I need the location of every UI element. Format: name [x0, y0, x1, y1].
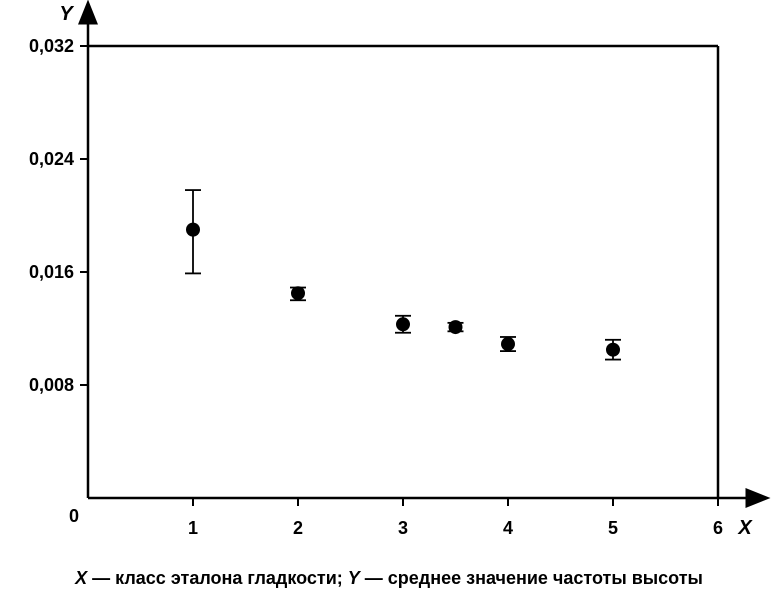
- x-tick-label: 3: [398, 518, 408, 538]
- point-marker: [501, 337, 515, 352]
- data-points: [185, 189, 621, 361]
- data-point: [185, 189, 201, 275]
- x-tick-label: 4: [503, 518, 513, 538]
- point-marker: [606, 342, 620, 357]
- x-tick-label: 2: [293, 518, 303, 538]
- data-point: [395, 314, 411, 334]
- axes: XY: [59, 0, 771, 539]
- data-point: [605, 338, 621, 361]
- data-point: [500, 336, 516, 353]
- ticks: 0 1 2 3 4 5 6 0,008 0,016 0,024 0,032: [29, 36, 723, 538]
- y-tick-label: 0,016: [29, 262, 74, 282]
- origin-label: 0: [69, 506, 79, 526]
- y-axis-label: Y: [59, 3, 74, 25]
- data-point: [447, 320, 464, 335]
- x-axis-label: X: [737, 517, 753, 539]
- figure-caption: X — класс эталона гладкости; Y — среднее…: [0, 568, 778, 589]
- x-tick-label: 6: [713, 518, 723, 538]
- caption-x-symbol: X: [75, 568, 88, 588]
- x-tick-label: 5: [608, 518, 618, 538]
- point-marker: [291, 286, 305, 301]
- point-marker: [186, 222, 200, 237]
- caption-x-text: — класс эталона гладкости;: [87, 568, 348, 588]
- point-marker: [448, 320, 463, 335]
- y-tick-label: 0,032: [29, 36, 74, 56]
- caption-y-text: — среднее значение частоты высоты: [359, 568, 703, 588]
- plot-frame: [88, 44, 720, 498]
- x-tick-label: 1: [188, 518, 198, 538]
- y-tick-label: 0,024: [29, 149, 74, 169]
- caption-y-symbol: Y: [347, 568, 360, 588]
- data-point: [290, 286, 306, 302]
- point-marker: [396, 317, 410, 332]
- y-tick-label: 0,008: [29, 375, 74, 395]
